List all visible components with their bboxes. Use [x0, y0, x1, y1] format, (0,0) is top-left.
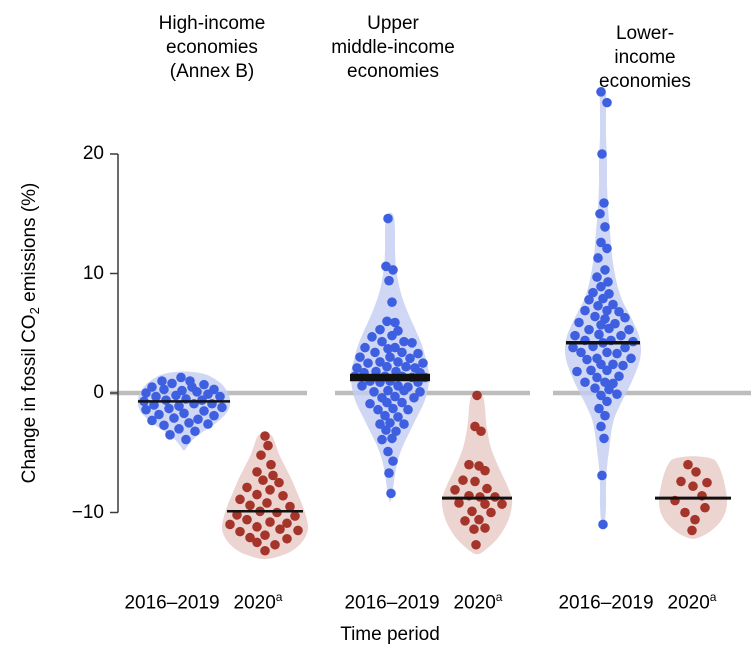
x-tick-label-g2-2016-2019: 2016–2019	[344, 590, 439, 614]
y-tick-label-20: 20	[82, 143, 104, 164]
x-tick-superscript: a	[275, 590, 283, 604]
facet-title-upper-middle-income: Upper middle-income economies	[331, 13, 455, 82]
y-tick-label-0: 0	[93, 382, 104, 403]
y-tick-label-neg10: −10	[71, 501, 104, 523]
x-tick-label-g3-2016-2019: 2016–2019	[558, 590, 653, 614]
x-tick-text: 2016–2019	[344, 592, 440, 614]
y-axis-title: Change in fossil CO2 emissions (%)	[19, 182, 42, 484]
x-tick-text: 2020	[233, 592, 276, 614]
x-axis-title: Time period	[340, 624, 440, 645]
x-tick-text: 2016–2019	[124, 592, 220, 614]
x-tick-label-g3-2020: 2020a	[668, 590, 717, 614]
y-axis-title-subscript: 2	[27, 307, 42, 315]
y-tick-label-10: 10	[82, 262, 104, 284]
y-axis-title-suffix: emissions (%)	[19, 182, 40, 308]
x-tick-text: 2020	[667, 592, 710, 614]
x-tick-superscript: a	[495, 590, 503, 604]
x-tick-text: 2016–2019	[558, 592, 654, 614]
x-tick-text: 2020	[453, 592, 496, 614]
facet-title-lower-income: Lower-income economies	[599, 23, 691, 92]
facet-title-high-income: High-income economies (Annex B)	[158, 13, 266, 82]
x-tick-label-g1-2016-2019: 2016–2019	[124, 590, 219, 614]
x-tick-superscript: a	[709, 590, 717, 604]
x-tick-label-g2-2020: 2020a	[454, 590, 503, 614]
x-tick-label-g1-2020: 2020a	[234, 590, 283, 614]
